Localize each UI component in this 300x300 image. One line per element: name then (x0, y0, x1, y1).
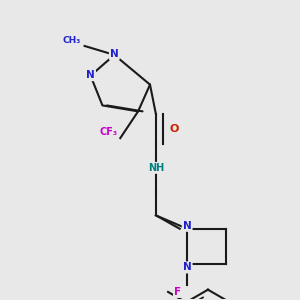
Text: N: N (183, 221, 191, 231)
Text: N: N (183, 262, 191, 272)
Text: N: N (86, 70, 95, 80)
Text: NH: NH (148, 163, 164, 173)
Text: CF₃: CF₃ (99, 127, 118, 137)
Text: CH₃: CH₃ (62, 35, 80, 44)
Text: N: N (110, 49, 119, 59)
Text: F: F (174, 287, 181, 297)
Text: O: O (169, 124, 179, 134)
